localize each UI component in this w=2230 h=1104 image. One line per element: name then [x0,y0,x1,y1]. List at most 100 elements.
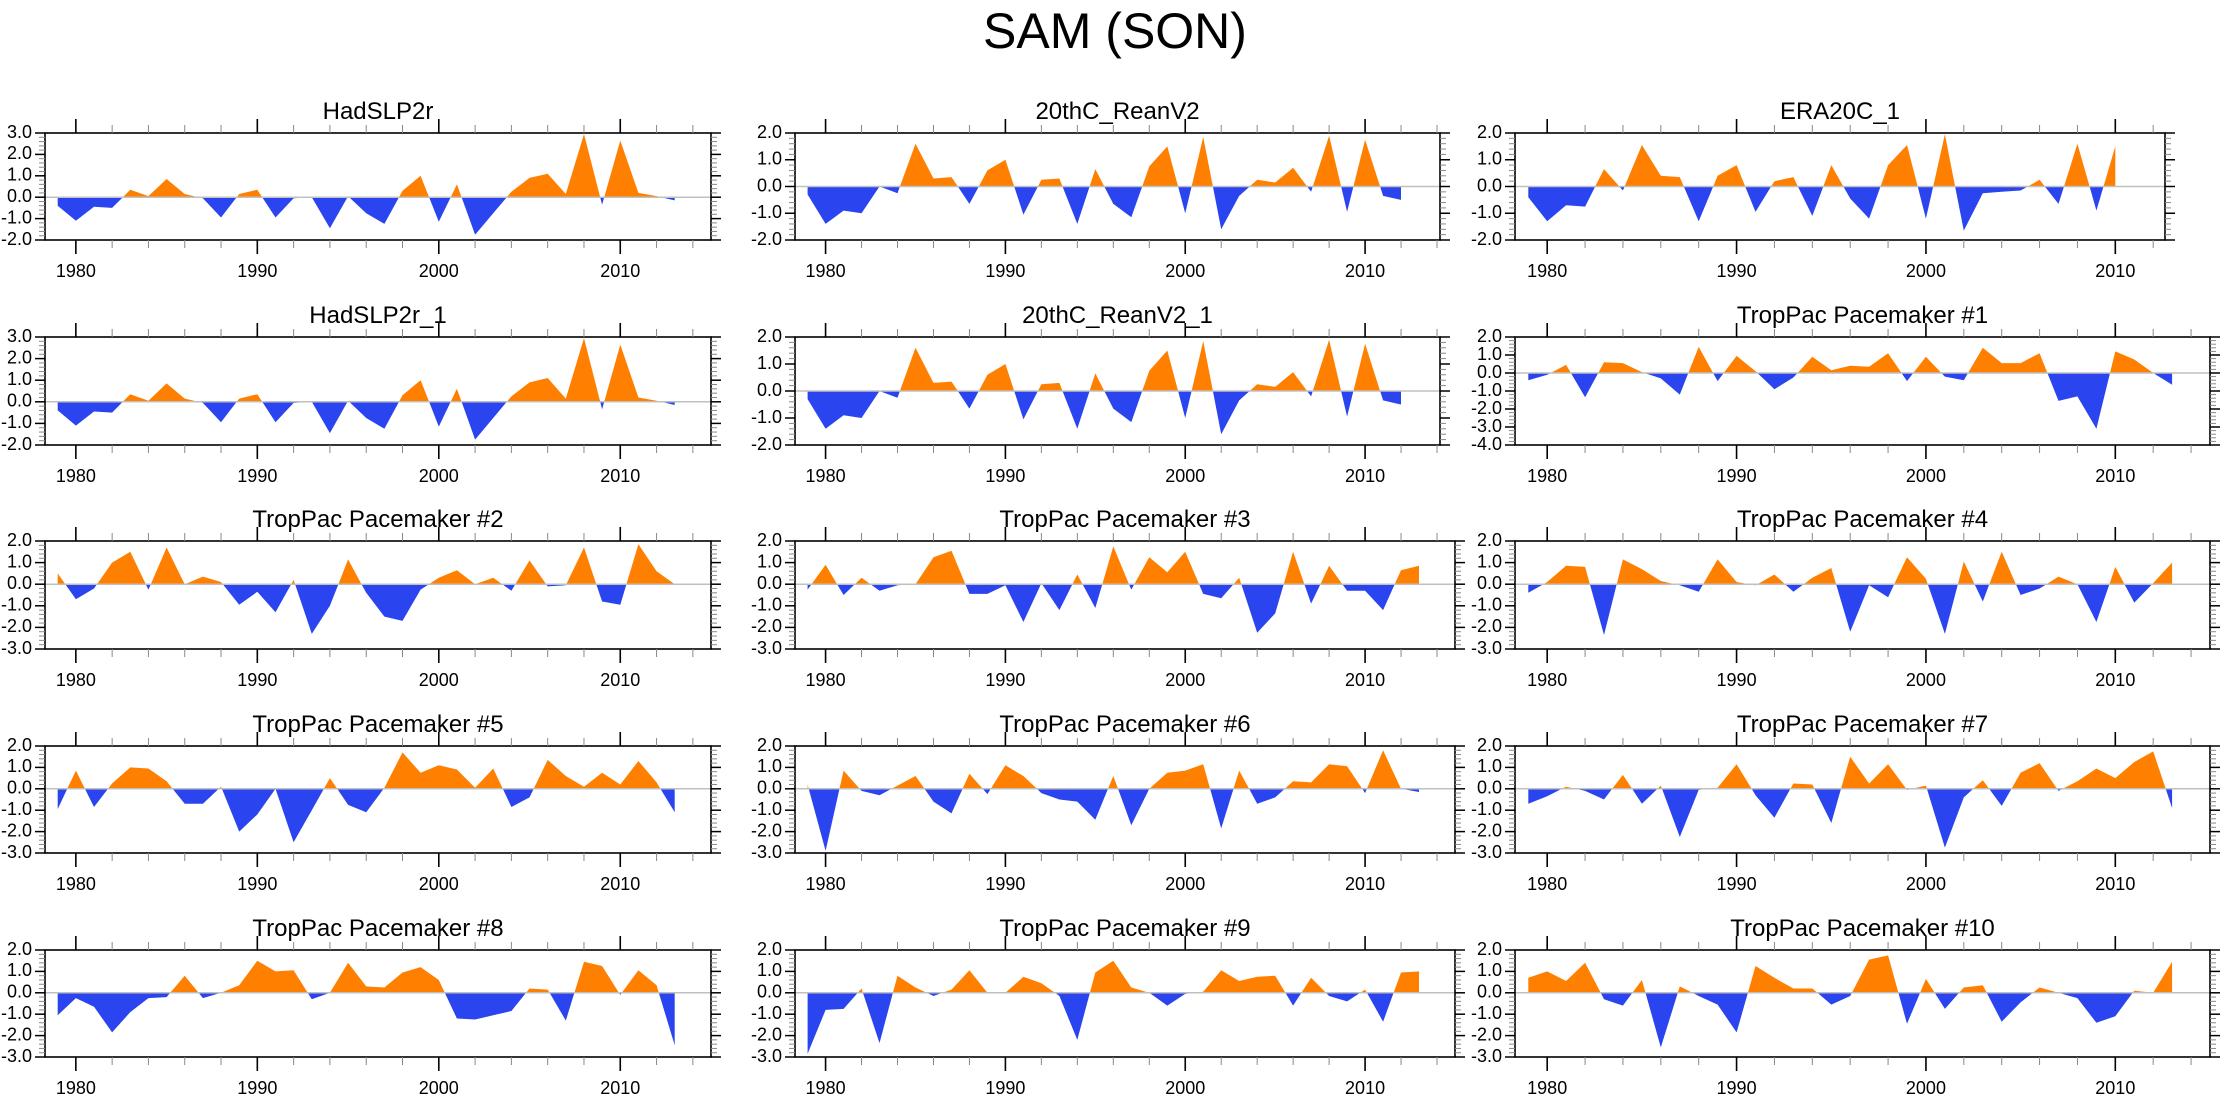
x-tick-label: 1990 [1717,1078,1757,1098]
x-tick-label: 1990 [985,261,1025,281]
negative-area [429,197,451,222]
plot-frame [44,745,712,854]
positive-area [1911,785,1927,789]
y-tick-label: 1.0 [757,756,782,776]
x-tick-label: 1980 [56,1078,96,1098]
positive-area [811,564,838,585]
negative-area [1342,584,1395,611]
y-tick-label: 1.0 [1477,756,1502,776]
positive-area [1249,167,1308,187]
negative-area [84,788,108,807]
positive-area [1624,145,1684,187]
y-tick-label: 2.0 [7,347,32,367]
panel-title: TropPac Pacemaker #3 [999,506,1250,533]
positive-area [1973,780,1990,789]
positive-area [1757,574,1786,585]
positive-area [1823,165,1844,187]
positive-area [1913,356,1942,373]
negative-area [1362,788,1367,794]
positive-area [1933,134,1956,187]
positive-area [2011,763,2057,789]
negative-area [2089,186,2104,211]
panel: TropPac Pacemaker #6 2.01.00.0-1.0-2.0-3.… [751,711,1465,894]
positive-area [2110,351,2154,373]
x-tick-label: 1980 [1527,1078,1567,1098]
y-tick-label: -2.0 [1471,1024,1502,1044]
negative-area [1042,584,1073,611]
negative-area [1785,584,1804,592]
negative-area [1129,584,1135,590]
positive-area [2064,143,2090,187]
negative-area [1149,992,1195,1006]
positive-area [892,975,927,993]
x-tick-label: 1980 [806,1078,846,1098]
negative-area [1304,584,1321,604]
positive-area [97,551,146,585]
positive-area [1920,978,1935,993]
negative-area [1575,788,1613,800]
y-tick-label: 0.0 [757,573,782,593]
y-tick-label: -1.0 [1471,799,1502,819]
positive-area [2027,179,2045,187]
plot-frame [1514,745,2211,854]
negative-area [982,788,991,795]
y-tick-label: -3.0 [1471,416,1502,436]
negative-area [349,401,399,429]
y-tick-label: -2.0 [751,820,782,840]
y-tick-label: 0.0 [7,573,32,593]
positive-area [1612,774,1633,789]
positive-area [2132,961,2173,993]
negative-area [222,584,292,613]
y-tick-label: -3.0 [1471,638,1502,658]
positive-area [526,988,550,993]
y-tick-label: 1.0 [1477,149,1502,169]
y-tick-label: -3.0 [751,1046,782,1066]
panel-title: 20thC_ReanV2_1 [1022,302,1213,329]
positive-area [1713,165,1746,187]
negative-area [1692,992,1748,1033]
negative-area [1036,788,1108,820]
figure-title: SAM (SON) [983,3,1247,59]
x-tick-label: 1990 [985,874,1025,894]
negative-area [2165,788,2173,809]
x-tick-label: 2000 [1906,1078,1946,1098]
y-tick-label: -2.0 [1,820,32,840]
negative-area [1285,992,1302,1006]
x-tick-label: 1990 [1717,466,1757,486]
negative-area [1199,584,1234,599]
x-tick-label: 2010 [1345,874,1385,894]
positive-area [1957,561,1975,585]
positive-area [1284,764,1363,789]
positive-area [1394,565,1419,585]
y-tick-label: -3.0 [751,842,782,862]
positive-area [1191,137,1213,187]
x-tick-label: 1980 [56,670,96,690]
negative-area [1249,788,1285,804]
negative-area [1014,186,1038,215]
x-tick-label: 2010 [2095,874,2135,894]
x-tick-label: 1990 [237,874,277,894]
negative-area [1817,992,1852,1005]
positive-area [150,547,223,585]
y-tick-label: 0.0 [757,778,782,798]
negative-area [1751,788,1791,818]
x-tick-label: 2000 [419,874,459,894]
negative-area [1619,186,1625,191]
plot-frame [794,745,1456,854]
negative-area [198,197,237,218]
negative-area [1589,584,1617,635]
positive-area [1249,372,1308,391]
positive-area [1393,971,1419,993]
y-tick-label: 3.0 [7,326,32,346]
x-tick-label: 1980 [806,874,846,894]
y-tick-label: -2.0 [1471,820,1502,840]
y-tick-label: -2.0 [751,1024,782,1044]
positive-area [942,970,1055,993]
negative-area [1644,373,1689,395]
y-tick-label: 0.0 [1477,778,1502,798]
panel: 20thC_ReanV2_1 2.0 1.0 0.0 -1.0 -2.0 1980 1990 2… [751,302,1450,486]
y-tick-label: 1.0 [1477,551,1502,571]
negative-area [361,584,429,621]
x-tick-label: 1990 [237,261,277,281]
negative-area [1632,788,1658,804]
